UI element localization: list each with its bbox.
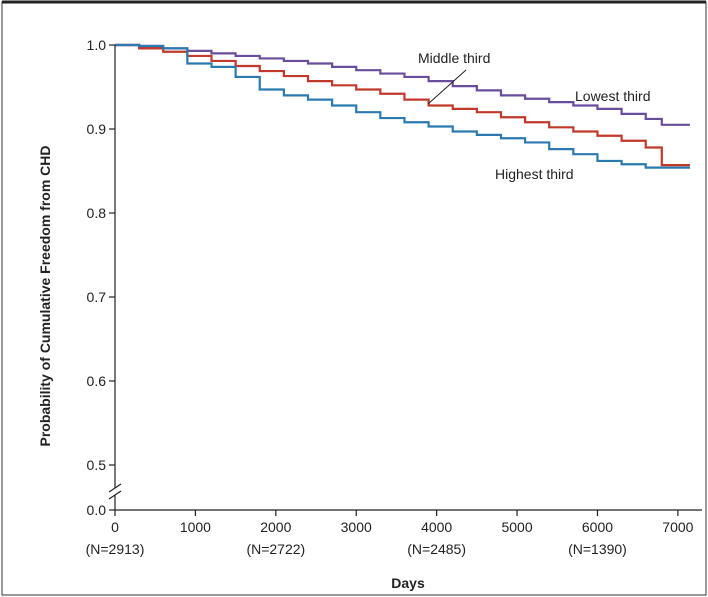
y-tick-label: 0.5 [87,457,107,473]
x-tick-label: 5000 [501,519,532,535]
x-tick-label: 2000 [260,519,291,535]
x-tick-label: 7000 [662,519,693,535]
series-label-highest-third: Highest third [495,166,574,182]
series-label-lowest-third: Lowest third [575,88,650,104]
y-tick-label: 0.6 [87,373,107,389]
x-axis-title: Days [391,575,425,591]
series-line-middle-third [115,43,690,167]
y-tick-label: 0.9 [87,121,107,137]
y-tick-label: 0.7 [87,289,107,305]
series-label-middle-third: Middle third [418,50,490,66]
x-tick-label: 6000 [582,519,613,535]
x-tick-label: 0 [111,519,119,535]
x-tick-label: 4000 [421,519,452,535]
y-axis-title: Probability of Cumulative Freedom from C… [37,145,53,446]
number-at-risk-label: (N=2485) [407,541,466,557]
series-label-leader-line [427,69,467,105]
number-at-risk-label: (N=1390) [568,541,627,557]
axis-break-mark [108,490,122,500]
number-at-risk-label: (N=2722) [246,541,305,557]
y-tick-label: 0.8 [87,205,107,221]
y-tick-label: 1.0 [87,37,107,53]
x-tick-label: 3000 [341,519,372,535]
x-tick-label: 1000 [180,519,211,535]
number-at-risk-label: (N=2913) [86,541,145,557]
series-line-highest-third [115,43,690,169]
y-tick-label: 0.0 [87,502,107,518]
series-line-lowest-third [115,43,690,126]
axis-break-mark [108,483,122,493]
